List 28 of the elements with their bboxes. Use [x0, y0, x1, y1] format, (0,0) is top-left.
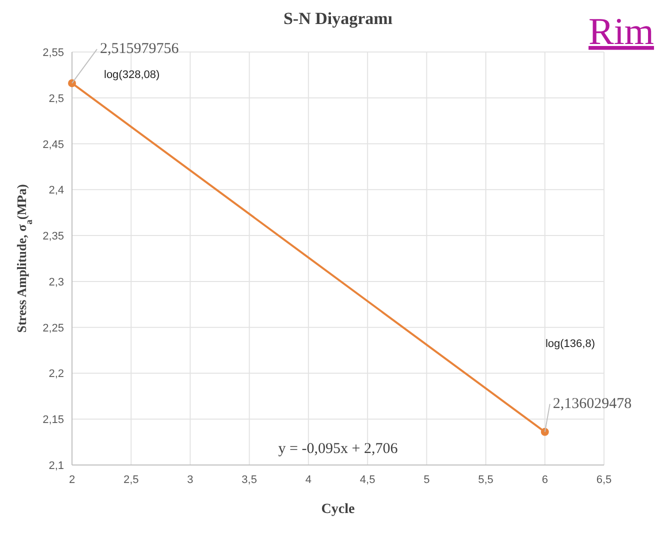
- y-tick-label: 2,4: [48, 184, 64, 197]
- y-tick-label: 2,15: [42, 414, 64, 426]
- y-tick-label: 2,1: [48, 460, 64, 472]
- annotation: Rim: [588, 11, 654, 53]
- chart-title: S-N Diyagramı: [283, 9, 393, 28]
- annotation: y = -0,095x + 2,706: [278, 441, 398, 457]
- x-tick-label: 4: [305, 474, 312, 486]
- x-tick-label: 6: [542, 474, 548, 486]
- y-tick-label: 2,45: [42, 138, 64, 151]
- x-tick-label: 4,5: [360, 474, 376, 486]
- annotation: log(136,8): [545, 338, 596, 350]
- y-tick-label: 2,55: [42, 47, 64, 59]
- y-tick-label: 2,35: [42, 230, 64, 243]
- y-tick-label: 2,25: [42, 322, 64, 334]
- annotation: log(328,08): [104, 69, 160, 81]
- x-tick-label: 6,5: [596, 474, 612, 486]
- x-tick-label: 5,5: [478, 474, 494, 486]
- x-tick-label: 2: [68, 474, 76, 486]
- x-tick-label: 2,5: [123, 474, 139, 486]
- y-tick-label: 2,3: [48, 276, 64, 288]
- x-tick-label: 3,5: [242, 474, 257, 486]
- y-tick-label: 2,2: [48, 368, 64, 380]
- x-tick-label: 3: [187, 474, 194, 486]
- x-tick-label: 5: [424, 474, 430, 486]
- annotation: 2,136029478: [552, 396, 632, 412]
- y-tick-label: 2,5: [48, 92, 64, 105]
- x-axis-title: Cycle: [321, 502, 355, 517]
- annotation: 2,515979756: [100, 41, 180, 58]
